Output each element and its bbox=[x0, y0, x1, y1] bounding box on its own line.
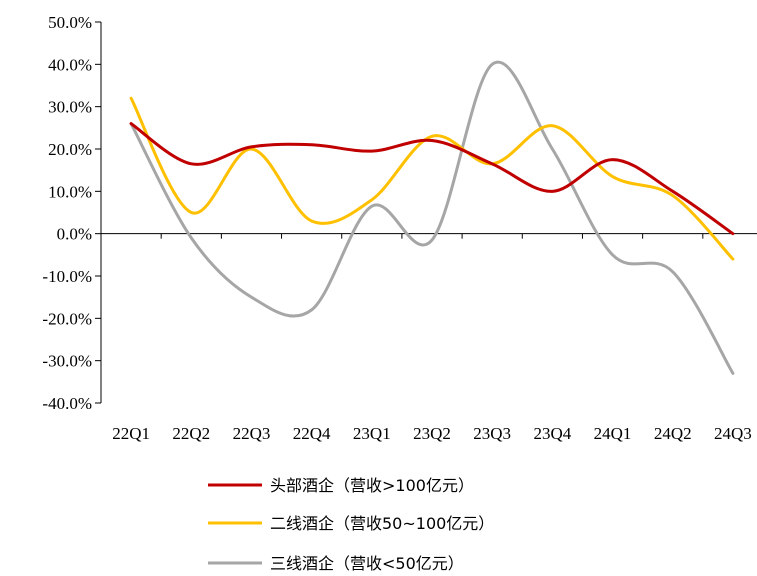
x-tick-label: 23Q2 bbox=[413, 424, 451, 443]
y-tick-label: -20.0% bbox=[42, 309, 92, 328]
legend-label: 二线酒企（营收50~100亿元） bbox=[270, 514, 494, 533]
y-tick-label: 10.0% bbox=[48, 182, 92, 201]
y-tick-label: -10.0% bbox=[42, 267, 92, 286]
series-line-top-tier bbox=[129, 122, 735, 236]
y-tick-label: 0.0% bbox=[57, 225, 92, 244]
legend-label: 头部酒企（营收>100亿元） bbox=[270, 476, 474, 495]
y-tick-label: -40.0% bbox=[42, 394, 92, 413]
x-tick-label: 23Q1 bbox=[353, 424, 391, 443]
legend-item: 二线酒企（营收50~100亿元） bbox=[208, 514, 494, 533]
x-tick-label: 22Q1 bbox=[112, 424, 150, 443]
x-tick-label: 24Q1 bbox=[594, 424, 632, 443]
y-tick-label: 20.0% bbox=[48, 140, 92, 159]
legend-item: 三线酒企（营收<50亿元） bbox=[208, 554, 464, 573]
plot-area: 50.0% 40.0% 30.0% 20.0% 10.0% 0.0% -10.0% -20.0… bbox=[42, 13, 757, 443]
x-tick-label: 23Q4 bbox=[533, 424, 571, 443]
legend: 头部酒企（营收>100亿元） 二线酒企（营收50~100亿元） 三线酒企（营收<50… bbox=[208, 476, 494, 573]
y-tick-label: 50.0% bbox=[48, 13, 92, 32]
x-tick-label: 22Q4 bbox=[293, 424, 331, 443]
y-tick-label: 40.0% bbox=[48, 55, 92, 74]
x-tick-label: 22Q2 bbox=[172, 424, 210, 443]
y-tick-label: 30.0% bbox=[48, 98, 92, 117]
legend-item: 头部酒企（营收>100亿元） bbox=[208, 476, 474, 495]
y-tick-label: -30.0% bbox=[42, 352, 92, 371]
x-tick-label: 22Q3 bbox=[233, 424, 271, 443]
series-line-third-tier bbox=[129, 60, 735, 375]
x-tick-label: 24Q2 bbox=[654, 424, 692, 443]
x-tick-label: 23Q3 bbox=[473, 424, 511, 443]
legend-label: 三线酒企（营收<50亿元） bbox=[270, 554, 464, 573]
x-tick-label: 24Q3 bbox=[714, 424, 752, 443]
